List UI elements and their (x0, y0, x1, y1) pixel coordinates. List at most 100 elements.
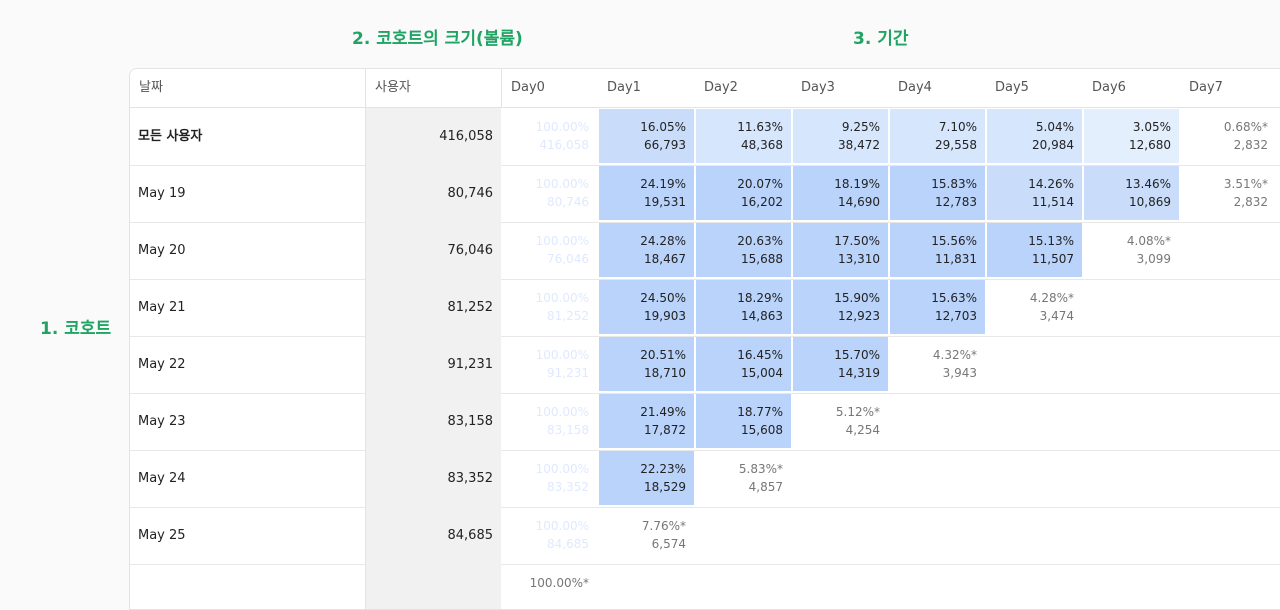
retention-count: 416,058 (539, 138, 589, 152)
retention-count: 91,231 (547, 366, 589, 380)
retention-cell-day1[interactable]: 24.50% 19,903 (599, 280, 694, 334)
retention-cell-day0[interactable]: 100.00%* (502, 565, 597, 609)
cohort-date: May 23 (138, 414, 186, 429)
retention-cell-day0[interactable]: 100.00% 84,685 (502, 508, 597, 562)
retention-percent: 15.56% (931, 234, 977, 248)
retention-cell-day5[interactable]: 14.26% 11,514 (987, 166, 1082, 220)
retention-percent: 4.28%* (1029, 291, 1074, 305)
retention-cell-day4[interactable]: 15.83% 12,783 (890, 166, 985, 220)
retention-cell-day3[interactable]: 17.50% 13,310 (793, 223, 888, 277)
retention-cell-day4[interactable]: 7.10% 29,558 (890, 109, 985, 163)
retention-count: 3,099 (1136, 252, 1171, 266)
retention-cell-day3[interactable]: 5.12%* 4,254 (793, 394, 888, 448)
retention-cell-day3[interactable]: 9.25% 38,472 (793, 109, 888, 163)
retention-count: 12,703 (935, 309, 977, 323)
retention-cell-day6[interactable]: 4.08%* 3,099 (1084, 223, 1179, 277)
cohort-user-count: 84,685 (365, 507, 501, 564)
retention-cell-day2[interactable]: 18.77% 15,608 (696, 394, 791, 448)
cohort-date (130, 564, 365, 609)
retention-percent: 20.51% (640, 348, 686, 362)
header-day7[interactable]: Day7 (1189, 80, 1223, 95)
retention-cell-day1[interactable]: 21.49% 17,872 (599, 394, 694, 448)
table-row[interactable]: 100.00%* (130, 564, 1280, 609)
retention-cell-day4[interactable]: 15.56% 11,831 (890, 223, 985, 277)
retention-cell-day2[interactable]: 20.07% 16,202 (696, 166, 791, 220)
retention-cell-day2[interactable]: 11.63% 48,368 (696, 109, 791, 163)
cohort-user-count: 76,046 (365, 222, 501, 279)
table-row[interactable]: May 21 81,252 100.00% 81,252 24.50% 19,903 18.… (130, 279, 1280, 337)
retention-cell-day0[interactable]: 100.00% 83,352 (502, 451, 597, 505)
cohort-date: May 24 (138, 471, 186, 486)
table-row[interactable]: May 20 76,046 100.00% 76,046 24.28% 18,467 20.… (130, 222, 1280, 280)
retention-percent: 18.19% (834, 177, 880, 191)
retention-count: 3,474 (1039, 309, 1074, 323)
cohort-user-count: 83,352 (365, 450, 501, 507)
retention-cell-day2[interactable]: 16.45% 15,004 (696, 337, 791, 391)
retention-count: 19,531 (644, 195, 686, 209)
table-row[interactable]: May 23 83,158 100.00% 83,158 21.49% 17,872 18.… (130, 393, 1280, 451)
retention-cell-day2[interactable]: 20.63% 15,688 (696, 223, 791, 277)
retention-cell-day3[interactable]: 18.19% 14,690 (793, 166, 888, 220)
retention-cell-day2[interactable]: 5.83%* 4,857 (696, 451, 791, 505)
header-day4[interactable]: Day4 (898, 80, 932, 95)
cohort-user-count: 91,231 (365, 336, 501, 393)
retention-percent: 15.70% (834, 348, 880, 362)
header-day6[interactable]: Day6 (1092, 80, 1126, 95)
retention-percent: 24.50% (640, 291, 686, 305)
annotation-cohort: 1. 코호트 (40, 319, 112, 339)
retention-cell-day0[interactable]: 100.00% 83,158 (502, 394, 597, 448)
header-users[interactable]: 사용자 (365, 69, 501, 107)
retention-count: 12,783 (935, 195, 977, 209)
retention-cell-day3[interactable]: 15.70% 14,319 (793, 337, 888, 391)
retention-count: 16,202 (741, 195, 783, 209)
retention-count: 13,310 (838, 252, 880, 266)
retention-count: 2,832 (1233, 195, 1268, 209)
retention-cell-day2[interactable]: 18.29% 14,863 (696, 280, 791, 334)
retention-cell-day7[interactable]: 3.51%* 2,832 (1181, 166, 1276, 220)
table-row[interactable]: May 24 83,352 100.00% 83,352 22.23% 18,529 5.8… (130, 450, 1280, 508)
header-day3[interactable]: Day3 (801, 80, 835, 95)
retention-cell-day0[interactable]: 100.00% 91,231 (502, 337, 597, 391)
table-row[interactable]: May 22 91,231 100.00% 91,231 20.51% 18,710 16.… (130, 336, 1280, 394)
retention-cell-day7[interactable]: 0.68%* 2,832 (1181, 109, 1276, 163)
header-day0[interactable]: Day0 (501, 69, 598, 107)
retention-cell-day6[interactable]: 13.46% 10,869 (1084, 166, 1179, 220)
retention-count: 48,368 (741, 138, 783, 152)
retention-count: 18,529 (644, 480, 686, 494)
retention-percent: 15.63% (931, 291, 977, 305)
retention-cell-day4[interactable]: 4.32%* 3,943 (890, 337, 985, 391)
retention-cell-day5[interactable]: 4.28%* 3,474 (987, 280, 1082, 334)
retention-cell-day1[interactable]: 7.76%* 6,574 (599, 508, 694, 562)
header-day2[interactable]: Day2 (704, 80, 738, 95)
table-row[interactable]: May 19 80,746 100.00% 80,746 24.19% 19,531 20.… (130, 165, 1280, 223)
retention-percent: 15.83% (931, 177, 977, 191)
retention-cell-day1[interactable]: 20.51% 18,710 (599, 337, 694, 391)
retention-percent: 16.45% (737, 348, 783, 362)
retention-cell-day0[interactable]: 100.00% 81,252 (502, 280, 597, 334)
header-day1[interactable]: Day1 (607, 80, 641, 95)
retention-count: 66,793 (644, 138, 686, 152)
retention-cell-day6[interactable]: 3.05% 12,680 (1084, 109, 1179, 163)
retention-percent: 20.07% (737, 177, 783, 191)
retention-cell-day4[interactable]: 15.63% 12,703 (890, 280, 985, 334)
retention-cell-day1[interactable]: 22.23% 18,529 (599, 451, 694, 505)
retention-cell-day1[interactable]: 24.19% 19,531 (599, 166, 694, 220)
retention-percent: 14.26% (1028, 177, 1074, 191)
retention-percent: 21.49% (640, 405, 686, 419)
table-row[interactable]: 모든 사용자 416,058 100.00% 416,058 16.05% 66,793 1… (130, 108, 1280, 166)
retention-percent: 16.05% (640, 120, 686, 134)
retention-cell-day1[interactable]: 24.28% 18,467 (599, 223, 694, 277)
header-day5[interactable]: Day5 (995, 80, 1029, 95)
retention-count: 11,831 (935, 252, 977, 266)
retention-count: 11,507 (1032, 252, 1074, 266)
retention-cell-day0[interactable]: 100.00% 80,746 (502, 166, 597, 220)
retention-cell-day0[interactable]: 100.00% 416,058 (502, 109, 597, 163)
retention-percent: 100.00% (535, 177, 589, 191)
table-row[interactable]: May 25 84,685 100.00% 84,685 7.76%* 6,574 (130, 507, 1280, 565)
retention-cell-day5[interactable]: 5.04% 20,984 (987, 109, 1082, 163)
retention-cell-day5[interactable]: 15.13% 11,507 (987, 223, 1082, 277)
retention-cell-day1[interactable]: 16.05% 66,793 (599, 109, 694, 163)
retention-cell-day3[interactable]: 15.90% 12,923 (793, 280, 888, 334)
retention-cell-day0[interactable]: 100.00% 76,046 (502, 223, 597, 277)
header-date[interactable]: 날짜 (139, 80, 163, 95)
